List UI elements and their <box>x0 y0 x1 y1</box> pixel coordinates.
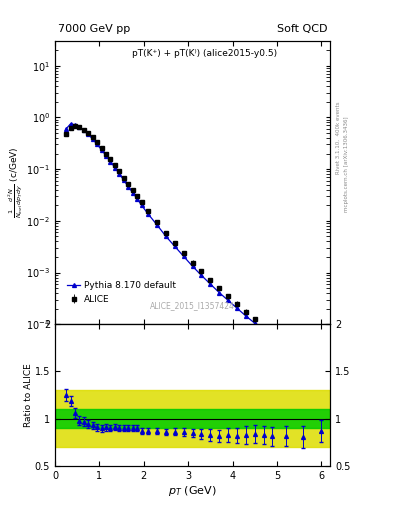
Pythia 8.170 default <box>126 183 130 189</box>
X-axis label: $p_T$ (GeV): $p_T$ (GeV) <box>168 483 217 498</box>
Pythia 8.170 default <box>208 281 213 287</box>
Text: Rivet 3.1.10,  400k events: Rivet 3.1.10, 400k events <box>336 102 341 175</box>
Pythia 8.170 default <box>104 153 108 159</box>
Pythia 8.170 default <box>217 289 222 295</box>
Pythia 8.170 default <box>301 365 306 371</box>
Pythia 8.170 default <box>86 131 91 137</box>
Pythia 8.170 default <box>173 243 177 249</box>
Pythia 8.170 default <box>252 320 257 326</box>
Text: 7000 GeV pp: 7000 GeV pp <box>58 24 130 34</box>
Pythia 8.170 default <box>81 127 86 134</box>
Pythia 8.170 default <box>319 382 323 389</box>
Text: Soft QCD: Soft QCD <box>277 24 327 34</box>
Line: Pythia 8.170 default: Pythia 8.170 default <box>64 122 323 388</box>
Pythia 8.170 default <box>226 297 230 304</box>
Y-axis label: $\frac{1}{N_{inel}}\frac{d^2N}{dp_{T}dy}$ (c/GeV): $\frac{1}{N_{inel}}\frac{d^2N}{dp_{T}dy}… <box>6 147 25 218</box>
Pythia 8.170 default <box>181 253 186 260</box>
Pythia 8.170 default <box>261 328 266 334</box>
Pythia 8.170 default <box>146 211 151 217</box>
Pythia 8.170 default <box>99 147 104 153</box>
Pythia 8.170 default <box>73 122 77 128</box>
Y-axis label: Ratio to ALICE: Ratio to ALICE <box>24 363 33 427</box>
Pythia 8.170 default <box>155 222 160 228</box>
Pythia 8.170 default <box>235 305 239 311</box>
Pythia 8.170 default <box>270 335 275 342</box>
Pythia 8.170 default <box>77 124 82 131</box>
Pythia 8.170 default <box>108 158 113 164</box>
Text: mcplots.cern.ch [arXiv:1306.3436]: mcplots.cern.ch [arXiv:1306.3436] <box>344 116 349 211</box>
Pythia 8.170 default <box>68 121 73 127</box>
Pythia 8.170 default <box>163 233 168 240</box>
Text: pT(K⁺) + pT(K⁾) (alice2015-y0.5): pT(K⁺) + pT(K⁾) (alice2015-y0.5) <box>132 50 277 58</box>
Text: ALICE_2015_I1357424: ALICE_2015_I1357424 <box>150 301 235 310</box>
Legend: Pythia 8.170 default, ALICE: Pythia 8.170 default, ALICE <box>65 280 178 306</box>
Pythia 8.170 default <box>64 126 68 132</box>
Pythia 8.170 default <box>243 313 248 319</box>
Pythia 8.170 default <box>95 141 99 147</box>
Pythia 8.170 default <box>117 170 122 177</box>
Pythia 8.170 default <box>130 189 135 196</box>
Pythia 8.170 default <box>199 272 204 279</box>
Pythia 8.170 default <box>139 202 144 208</box>
Pythia 8.170 default <box>121 177 126 183</box>
Pythia 8.170 default <box>190 263 195 269</box>
Pythia 8.170 default <box>112 164 117 170</box>
Pythia 8.170 default <box>283 348 288 354</box>
Pythia 8.170 default <box>90 136 95 142</box>
Pythia 8.170 default <box>135 196 140 202</box>
